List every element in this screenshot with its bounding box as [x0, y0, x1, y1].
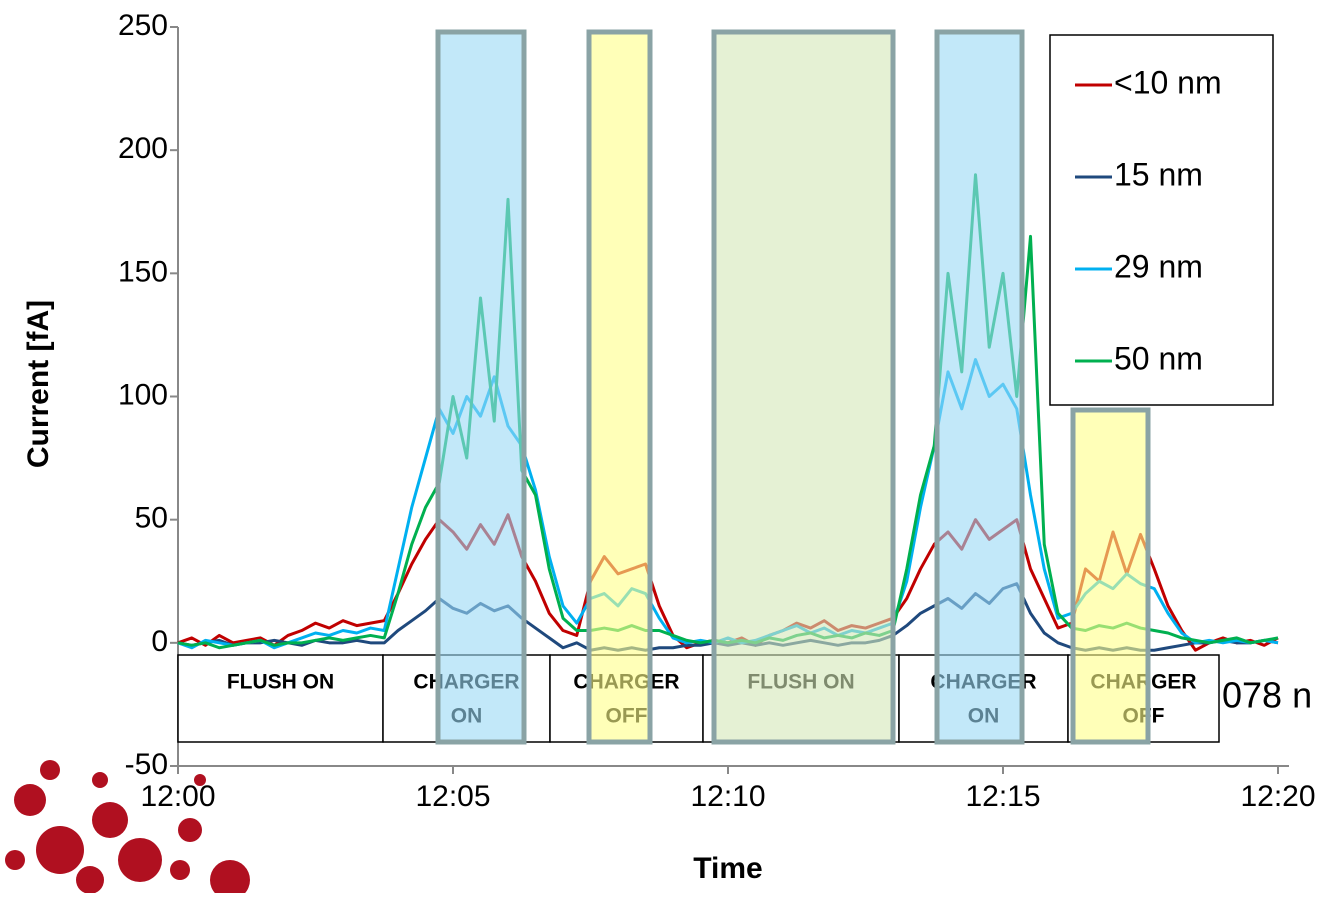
y-axis-title: Current [fA] [22, 300, 55, 468]
phase-cell [177, 654, 384, 743]
x-tick-label: 12:10 [690, 780, 765, 813]
y-tick-label: 50 [135, 502, 168, 535]
x-tick-label: 12:00 [140, 780, 215, 813]
shaded-window [711, 29, 896, 745]
y-tick-label: 250 [118, 9, 168, 42]
y-tick-label: 150 [118, 255, 168, 288]
shaded-window [934, 29, 1025, 745]
x-tick-label: 12:20 [1240, 780, 1315, 813]
y-tick-label: 100 [118, 378, 168, 411]
x-tick-label: 12:15 [965, 780, 1040, 813]
y-tick-label: 0 [151, 625, 168, 658]
shaded-window [586, 29, 653, 745]
shaded-window [435, 29, 527, 745]
legend-box [1049, 34, 1274, 406]
logo [5, 760, 250, 898]
y-tick-label: 200 [118, 132, 168, 165]
x-tick-label: 12:05 [415, 780, 490, 813]
legend-label: 15 nm [1114, 156, 1203, 192]
legend-label: 29 nm [1114, 248, 1203, 284]
annotation: 078 n [1222, 675, 1312, 716]
shaded-window [1070, 407, 1151, 745]
legend-label: <10 nm [1114, 64, 1222, 100]
x-axis-title: Time [693, 852, 762, 885]
legend-label: 50 nm [1114, 340, 1203, 376]
y-tick-label: -50 [125, 748, 168, 781]
phase-label: FLUSH ON [227, 671, 334, 694]
